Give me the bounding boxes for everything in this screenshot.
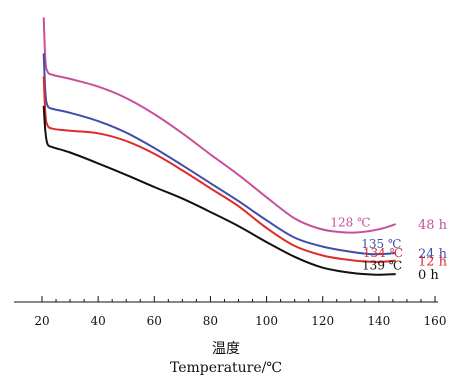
series-lines [42,17,396,276]
x-tick-label-120: 120 [311,314,334,328]
peak-label-0h: 139 ℃ [362,259,402,273]
series-label-48h: 48 h [418,218,448,233]
series-line-0h [42,105,396,276]
x-tick-label-80: 80 [203,314,218,328]
x-axis-label-chinese: 温度 [212,341,240,357]
peak-label-12h: 134 ℃ [363,246,403,260]
series-line-12h [42,76,396,263]
x-tick-label-40: 40 [91,314,106,328]
series-line-48h [42,17,396,234]
series-time-labels: 48 h 24 h12 h0 h [418,218,448,283]
x-tick-label-140: 140 [367,314,390,328]
peak-label-48h: 128 ℃ [330,215,370,229]
x-axis-tick-labels: 20 40 60 80 100 120 140 160 [34,314,446,328]
peak-label-24h: 135 ℃ [361,237,401,251]
x-axis-label-english: Temperature/℃ [169,360,283,376]
series-label-0h: 0 h [418,268,439,283]
series-line-24h [42,53,396,256]
x-tick-label-100: 100 [255,314,278,328]
series-label-24h: 24 h [418,247,448,262]
x-axis-ticks [41,296,436,302]
x-tick-label-60: 60 [147,314,162,328]
series-label-12h: 12 h [418,255,448,270]
x-tick-label-20: 20 [34,314,49,328]
x-tick-label-160: 160 [424,314,447,328]
